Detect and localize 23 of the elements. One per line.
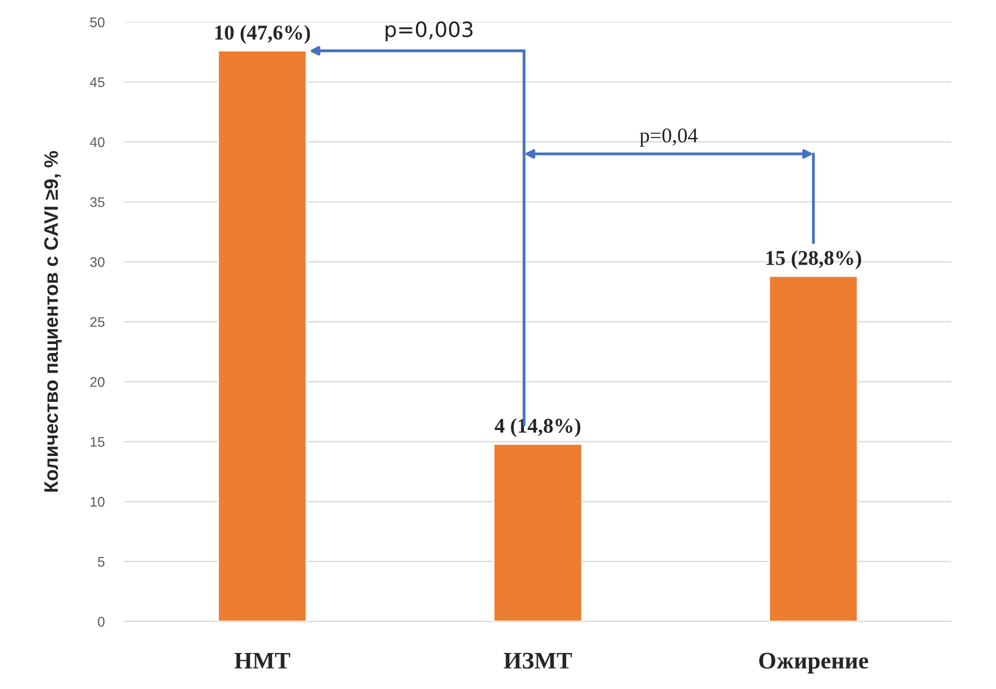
data-label: 10 (47,6%) bbox=[215, 24, 310, 44]
annotation: p=0,003 bbox=[386, 21, 472, 42]
annotation: p=0,04 bbox=[640, 128, 698, 147]
y-tick-label: 30 bbox=[90, 257, 105, 267]
y-tick-label: 0 bbox=[98, 616, 105, 627]
data-label: 15 (28,8%) bbox=[766, 250, 862, 270]
x-tick-label: НМТ bbox=[234, 652, 290, 668]
y-tick-label: 35 bbox=[90, 197, 104, 208]
y-tick-label: 40 bbox=[90, 137, 105, 148]
bar bbox=[493, 443, 583, 622]
y-tick-label: 5 bbox=[98, 557, 104, 567]
y-tick-label: 10 bbox=[90, 496, 105, 507]
bar bbox=[768, 276, 858, 622]
x-tick-label: Ожирение bbox=[759, 652, 868, 674]
y-tick-label: 20 bbox=[90, 377, 105, 387]
y-tick-label: 15 bbox=[90, 437, 104, 447]
x-tick-label: ИЗМТ bbox=[504, 652, 572, 669]
data-label: 4 (14,8%) bbox=[494, 418, 580, 438]
bar bbox=[217, 50, 308, 622]
y-tick-label: 45 bbox=[90, 77, 104, 88]
y-tick-label: 50 bbox=[90, 17, 105, 28]
y-axis-title: Количество пациентов с CAVI ≥9, % bbox=[44, 151, 62, 492]
y-tick-label: 25 bbox=[90, 317, 104, 327]
